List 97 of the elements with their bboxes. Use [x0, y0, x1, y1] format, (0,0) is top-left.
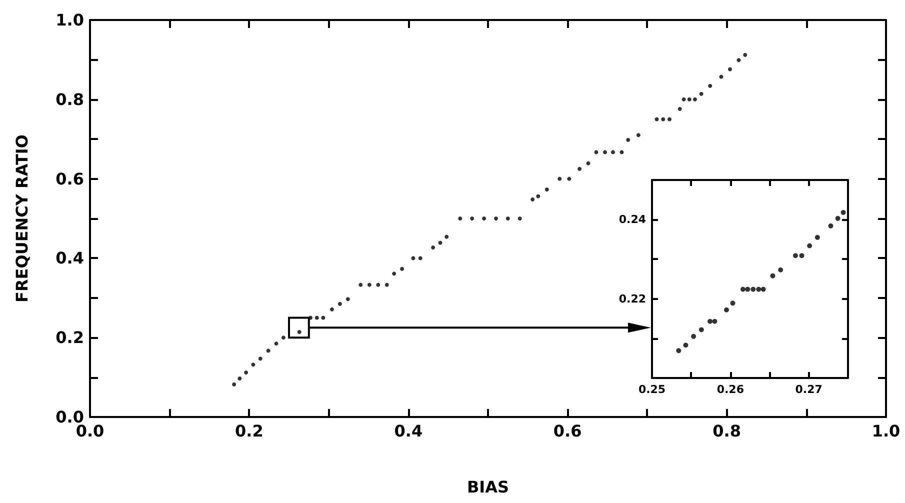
point	[778, 267, 784, 272]
point	[232, 382, 236, 386]
point	[687, 97, 692, 102]
x-tick-label: 0.6	[553, 422, 582, 440]
point	[712, 318, 718, 324]
point	[730, 300, 736, 306]
point	[724, 307, 729, 312]
point	[384, 282, 389, 287]
point	[506, 216, 510, 220]
point	[586, 161, 590, 166]
y-tick-label: 0.8	[56, 90, 84, 109]
point	[676, 348, 682, 354]
x-tick-label: 0.2	[235, 422, 264, 440]
point	[274, 342, 278, 346]
point	[698, 327, 704, 332]
point	[321, 316, 326, 320]
point	[558, 176, 562, 181]
y-tick-label: 0.22	[618, 292, 646, 306]
x-tick-label: 0.25	[638, 383, 666, 396]
point	[567, 176, 572, 181]
point	[594, 150, 598, 154]
point	[518, 216, 522, 220]
point	[699, 92, 704, 96]
point	[708, 318, 713, 324]
point	[338, 302, 342, 306]
x-tick-label: 1.0	[872, 422, 900, 440]
point	[840, 210, 846, 215]
point	[835, 216, 840, 221]
y-tick-label: 0.6	[56, 169, 84, 188]
point	[266, 348, 270, 353]
point	[431, 245, 436, 250]
point	[444, 234, 449, 239]
point	[620, 150, 624, 154]
point	[678, 106, 682, 111]
x-tick-label: 0.8	[712, 422, 741, 440]
point	[330, 307, 334, 312]
x-tick-label: 0.0	[76, 422, 104, 440]
point	[667, 117, 672, 122]
point	[244, 370, 248, 375]
point	[760, 286, 766, 292]
point	[544, 188, 549, 192]
point	[708, 84, 712, 88]
point	[458, 216, 462, 220]
y-axis-title: FREQUENCY RATIO	[12, 134, 32, 302]
point	[494, 216, 498, 220]
point	[438, 240, 442, 245]
point	[750, 286, 756, 292]
point	[411, 256, 416, 260]
point	[636, 133, 640, 138]
point	[530, 197, 535, 202]
point	[682, 97, 686, 102]
point	[626, 138, 630, 142]
x-tick-label: 0.26	[716, 383, 744, 396]
point	[346, 297, 350, 302]
point	[691, 334, 696, 339]
point	[367, 282, 372, 287]
point	[770, 273, 776, 278]
point	[297, 330, 302, 334]
point	[376, 282, 380, 287]
point	[740, 286, 746, 292]
point	[719, 74, 724, 79]
point	[745, 286, 750, 292]
point	[258, 356, 262, 361]
point	[281, 336, 286, 340]
point	[610, 150, 615, 154]
point	[799, 253, 804, 258]
point	[251, 362, 256, 367]
point	[400, 266, 404, 271]
point	[683, 342, 688, 348]
point	[418, 256, 422, 260]
point	[743, 52, 748, 57]
point	[314, 316, 319, 320]
point	[814, 234, 820, 240]
point	[807, 243, 812, 248]
point	[470, 216, 474, 220]
point	[482, 216, 486, 220]
point	[692, 97, 697, 102]
y-tick-label: 1.0	[56, 10, 84, 30]
point	[578, 166, 582, 171]
point	[792, 253, 798, 258]
point	[661, 117, 666, 122]
point	[736, 58, 741, 62]
point	[603, 150, 608, 154]
y-tick-label: 0.2	[56, 328, 84, 348]
x-tick-label: 0.4	[394, 422, 423, 440]
point	[728, 67, 732, 72]
point	[654, 117, 659, 122]
point	[238, 376, 242, 380]
y-tick-label: 0.24	[618, 213, 646, 226]
point	[536, 194, 540, 198]
point	[358, 282, 363, 287]
x-tick-label: 0.27	[795, 383, 822, 396]
point	[756, 286, 762, 292]
x-axis-title: BIAS	[466, 478, 510, 496]
point	[392, 272, 396, 276]
point	[828, 223, 834, 228]
y-tick-label: 0.4	[56, 248, 84, 268]
